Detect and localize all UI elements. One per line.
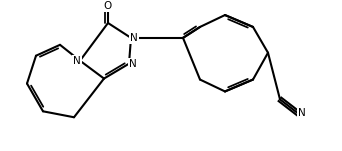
Text: N: N: [73, 56, 81, 66]
Text: N: N: [298, 108, 306, 118]
Text: O: O: [104, 1, 112, 11]
Text: N: N: [130, 33, 138, 43]
Text: N: N: [129, 59, 137, 69]
